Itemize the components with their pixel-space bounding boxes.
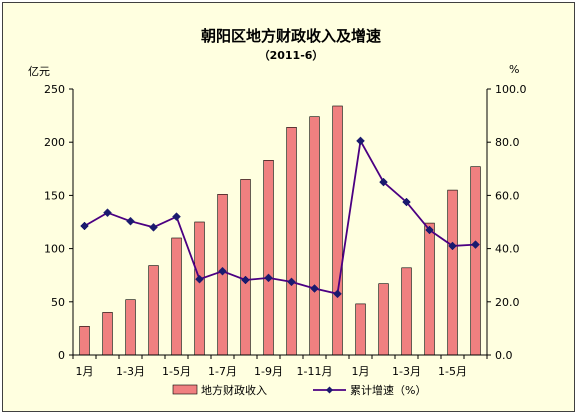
x-tick-label: 1-11月 — [297, 365, 333, 378]
line-point — [172, 212, 181, 222]
legend-line-marker — [326, 386, 333, 394]
right-axis-unit: % — [509, 63, 519, 76]
bar — [447, 189, 458, 356]
legend: 地方财政收入 累计增速（%） — [172, 383, 426, 397]
line-point — [287, 277, 296, 287]
bar — [470, 166, 481, 356]
left-axis-unit: 亿元 — [28, 65, 50, 78]
x-tick-label: 1-5月 — [162, 365, 191, 378]
x-tick-label: 1-7月 — [208, 365, 237, 378]
right-tick-label: 20.0 — [495, 296, 520, 309]
legend-bar-label: 地方财政收入 — [201, 383, 267, 397]
bar — [309, 116, 320, 356]
x-tick-label: 1-5月 — [438, 365, 467, 378]
legend-line-label: 累计增速（%） — [350, 383, 426, 397]
chart-frame: 朝阳区地方财政收入及增速 （2011-6） 亿元 % 0 50 100 150 200 2… — [2, 2, 575, 412]
line-point — [149, 222, 158, 232]
bar — [148, 265, 159, 356]
bar-series — [79, 105, 481, 356]
legend-bar-swatch — [172, 384, 198, 395]
x-tick-label: 1-9月 — [254, 365, 283, 378]
line-point — [103, 208, 112, 218]
line-point — [356, 136, 365, 146]
line-point — [218, 266, 227, 276]
line-point — [448, 241, 457, 251]
left-tick-label: 250 — [44, 83, 65, 96]
line-point — [310, 284, 319, 293]
x-tick-label: 1-3月 — [116, 365, 145, 378]
right-tick-label: 100.0 — [495, 83, 527, 96]
right-tick-label: 0.0 — [495, 349, 513, 362]
bar — [263, 160, 274, 356]
tick-labels: 0 50 100 150 200 250 0.0 20.0 40.0 60.0 80.0 100.0 1… — [44, 83, 527, 378]
line-point — [402, 197, 411, 207]
line-point — [241, 275, 250, 285]
left-tick-label: 200 — [44, 136, 65, 149]
bar — [286, 127, 297, 356]
bar — [378, 283, 389, 356]
bar — [194, 221, 205, 356]
x-tick-label: 1-3月 — [392, 365, 421, 378]
growth-line — [84, 138, 476, 295]
bar — [125, 299, 136, 356]
bar — [171, 237, 182, 356]
line-point — [126, 216, 135, 226]
line-point — [80, 221, 89, 231]
x-tick-label: 1月 — [76, 365, 94, 378]
right-tick-label: 60.0 — [495, 189, 520, 202]
line-point — [333, 289, 342, 299]
bar — [401, 267, 412, 356]
axes — [69, 88, 491, 359]
bar — [355, 303, 366, 356]
left-tick-label: 150 — [44, 189, 65, 202]
bar — [332, 105, 343, 356]
left-tick-label: 50 — [51, 296, 65, 309]
line-point — [264, 273, 273, 283]
chart-svg: 朝阳区地方财政收入及增速 （2011-6） 亿元 % 0 50 100 150 200 2… — [28, 27, 527, 397]
right-tick-label: 40.0 — [495, 243, 520, 256]
line-point — [195, 274, 204, 284]
chart-title: 朝阳区地方财政收入及增速 — [201, 27, 381, 45]
bar — [79, 325, 90, 356]
x-tick-label: 1月 — [352, 365, 370, 378]
left-tick-label: 0 — [58, 349, 65, 362]
right-tick-label: 80.0 — [495, 136, 520, 149]
line-point — [425, 225, 434, 235]
chart-subtitle: （2011-6） — [259, 49, 324, 62]
left-tick-label: 100 — [44, 243, 65, 256]
line-point — [471, 240, 480, 249]
bar — [240, 179, 251, 356]
line-series — [80, 136, 480, 299]
bar — [102, 312, 113, 356]
line-point — [379, 177, 388, 187]
bar — [424, 222, 435, 356]
